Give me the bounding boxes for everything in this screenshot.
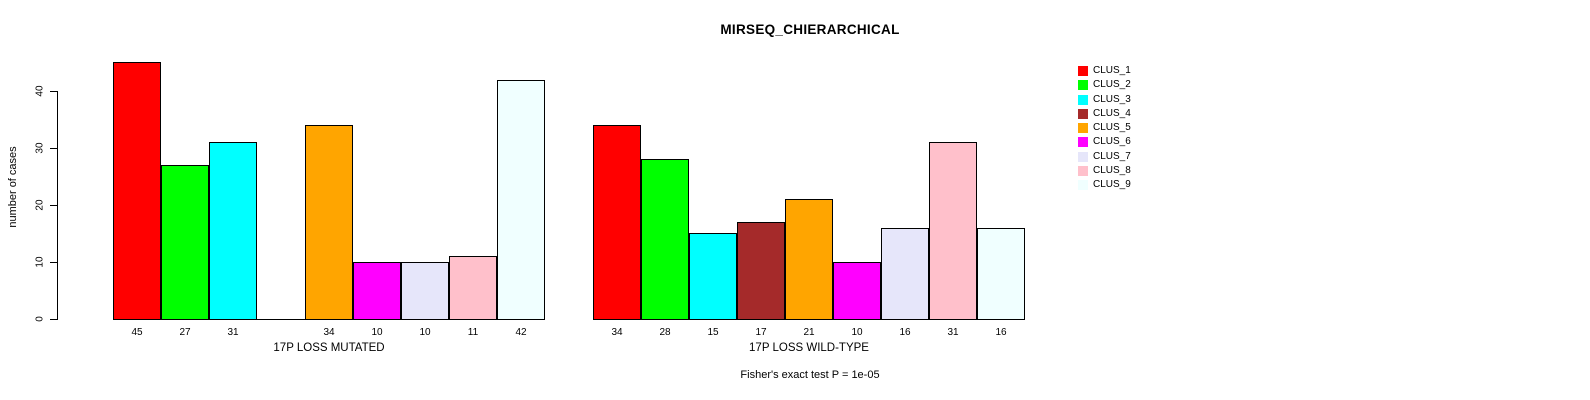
bar-clus_3 bbox=[689, 233, 737, 320]
legend-label-clus_2: CLUS_2 bbox=[1093, 79, 1131, 91]
bar-clus_1 bbox=[113, 62, 161, 320]
legend-swatch-clus_5 bbox=[1078, 123, 1088, 133]
y-tick-mark bbox=[50, 91, 57, 92]
bar-value-label: 16 bbox=[995, 327, 1007, 338]
bar-clus_4 bbox=[737, 222, 785, 320]
bar-value-label: 11 bbox=[467, 327, 479, 338]
legend-swatch-clus_9 bbox=[1078, 180, 1088, 190]
bar-value-label: 42 bbox=[515, 327, 527, 338]
bar-value-label: 16 bbox=[899, 327, 911, 338]
bar-clus_6 bbox=[353, 262, 401, 320]
y-tick-mark bbox=[50, 205, 57, 206]
bar-value-label: 28 bbox=[659, 327, 671, 338]
bar-clus_5 bbox=[305, 125, 353, 320]
bar-clus_2 bbox=[641, 159, 689, 320]
y-tick-mark bbox=[50, 319, 57, 320]
bar-value-label: 21 bbox=[803, 327, 815, 338]
bar-clus_8 bbox=[449, 256, 497, 320]
legend-label-clus_9: CLUS_9 bbox=[1093, 179, 1131, 190]
legend-swatch-clus_1 bbox=[1078, 66, 1088, 76]
legend-swatch-clus_3 bbox=[1078, 94, 1088, 105]
bar-value-label: 31 bbox=[227, 327, 239, 338]
legend-label-clus_4: CLUS_4 bbox=[1093, 107, 1131, 119]
y-axis-line bbox=[57, 91, 58, 320]
legend-label-clus_8: CLUS_8 bbox=[1093, 164, 1131, 176]
y-tick-label: 30 bbox=[34, 142, 46, 154]
legend-swatch-clus_4 bbox=[1078, 108, 1088, 119]
bar-clus_5 bbox=[785, 199, 833, 320]
y-tick-mark bbox=[50, 148, 57, 149]
bar-value-label: 34 bbox=[611, 327, 623, 338]
legend-label-clus_7: CLUS_7 bbox=[1093, 150, 1131, 162]
bar-clus_9 bbox=[497, 80, 545, 320]
y-tick-label: 0 bbox=[34, 316, 46, 322]
bar-clus_7 bbox=[401, 262, 449, 320]
bar-value-label: 31 bbox=[947, 327, 959, 338]
bar-clus_2 bbox=[161, 165, 209, 320]
y-tick-label: 20 bbox=[34, 199, 46, 211]
bar-value-label: 45 bbox=[131, 327, 143, 338]
y-axis-label: number of cases bbox=[7, 146, 19, 228]
bar-value-label: 10 bbox=[851, 327, 863, 338]
y-tick-label: 40 bbox=[34, 85, 46, 97]
bar-value-label: 10 bbox=[419, 327, 431, 338]
x-axis-group-label-mutated: 17P LOSS MUTATED bbox=[273, 342, 385, 354]
legend-swatch-clus_6 bbox=[1078, 137, 1088, 148]
bar-clus_3 bbox=[209, 142, 257, 320]
legend-swatch-clus_8 bbox=[1078, 165, 1088, 176]
x-axis-group-label-wildtype: 17P LOSS WILD-TYPE bbox=[749, 342, 869, 354]
bar-clus_9 bbox=[977, 228, 1025, 320]
y-tick-mark bbox=[50, 262, 57, 263]
legend-swatch-clus_7 bbox=[1078, 151, 1088, 162]
legend-label-clus_1: CLUS_1 bbox=[1093, 65, 1131, 76]
bar-value-label: 34 bbox=[323, 327, 335, 338]
legend-swatch-clus_2 bbox=[1078, 80, 1088, 91]
bar-value-label: 15 bbox=[707, 327, 719, 338]
bar-value-label: 17 bbox=[755, 327, 767, 338]
bar-value-label: 27 bbox=[179, 327, 191, 338]
bar-clus_8 bbox=[929, 142, 977, 320]
bar-clus_1 bbox=[593, 125, 641, 320]
bar-clus_7 bbox=[881, 228, 929, 320]
legend-label-clus_3: CLUS_3 bbox=[1093, 93, 1131, 105]
bar-zero-baseline bbox=[257, 319, 305, 320]
legend-label-clus_5: CLUS_5 bbox=[1093, 122, 1131, 133]
legend-label-clus_6: CLUS_6 bbox=[1093, 136, 1131, 148]
y-tick-label: 10 bbox=[34, 256, 46, 268]
fisher-test-footnote: Fisher's exact test P = 1e-05 bbox=[740, 369, 880, 381]
chart-title: MIRSEQ_CHIERARCHICAL bbox=[720, 22, 900, 37]
bar-value-label: 10 bbox=[371, 327, 383, 338]
bar-clus_6 bbox=[833, 262, 881, 320]
